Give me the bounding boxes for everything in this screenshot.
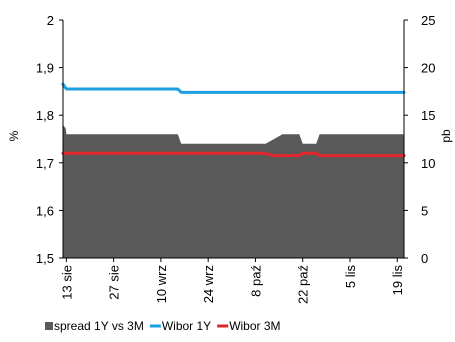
left-tick-label: 1,8 bbox=[36, 108, 54, 123]
right-axis: 0 5 10 15 20 25 bbox=[403, 13, 435, 266]
legend-label: spread 1Y vs 3M bbox=[54, 319, 144, 333]
x-tick-label: 5 lis bbox=[343, 265, 358, 289]
legend-swatch-square bbox=[45, 322, 53, 330]
left-axis: 1,5 1,6 1,7 1,8 1,9 2 bbox=[36, 13, 64, 266]
legend: spread 1Y vs 3M Wibor 1Y Wibor 3M bbox=[45, 319, 281, 333]
left-tick-label: 1,9 bbox=[36, 61, 54, 76]
x-tick-label: 8 paź bbox=[248, 265, 263, 297]
x-axis: 13 sie 27 sie 10 wrz 24 wrz 8 paź 22 paź 5 lis… bbox=[59, 257, 405, 304]
left-tick-label: 2 bbox=[47, 13, 54, 28]
right-tick-label: 20 bbox=[421, 61, 435, 76]
right-tick-label: 0 bbox=[421, 251, 428, 266]
left-tick-label: 1,5 bbox=[36, 251, 54, 266]
right-tick-label: 25 bbox=[421, 13, 435, 28]
x-tick-label: 24 wrz bbox=[201, 265, 216, 303]
right-tick-label: 15 bbox=[421, 108, 435, 123]
plot-area bbox=[61, 82, 406, 258]
x-tick-label: 22 paź bbox=[296, 265, 311, 304]
x-tick-label: 13 sie bbox=[59, 265, 74, 300]
right-tick-label: 5 bbox=[421, 203, 428, 218]
legend-label: Wibor 1Y bbox=[162, 319, 211, 333]
y-left-axis-title: % bbox=[7, 130, 21, 141]
right-tick-label: 10 bbox=[421, 156, 435, 171]
y-right-axis-title: pb bbox=[439, 129, 453, 143]
legend-item: Wibor 3M bbox=[217, 319, 281, 333]
legend-item: Wibor 1Y bbox=[149, 319, 211, 333]
x-tick-label: 10 wrz bbox=[154, 265, 169, 303]
left-tick-label: 1,6 bbox=[36, 203, 54, 218]
x-tick-label: 27 sie bbox=[107, 265, 122, 300]
series-line-wibor-3m bbox=[61, 151, 406, 158]
series-area-spread bbox=[63, 124, 404, 258]
left-tick-label: 1,7 bbox=[36, 156, 54, 171]
legend-label: Wibor 3M bbox=[229, 319, 280, 333]
series-line-wibor-1y bbox=[61, 82, 406, 94]
x-tick-label: 19 lis bbox=[390, 265, 405, 296]
legend-item: spread 1Y vs 3M bbox=[45, 319, 144, 333]
